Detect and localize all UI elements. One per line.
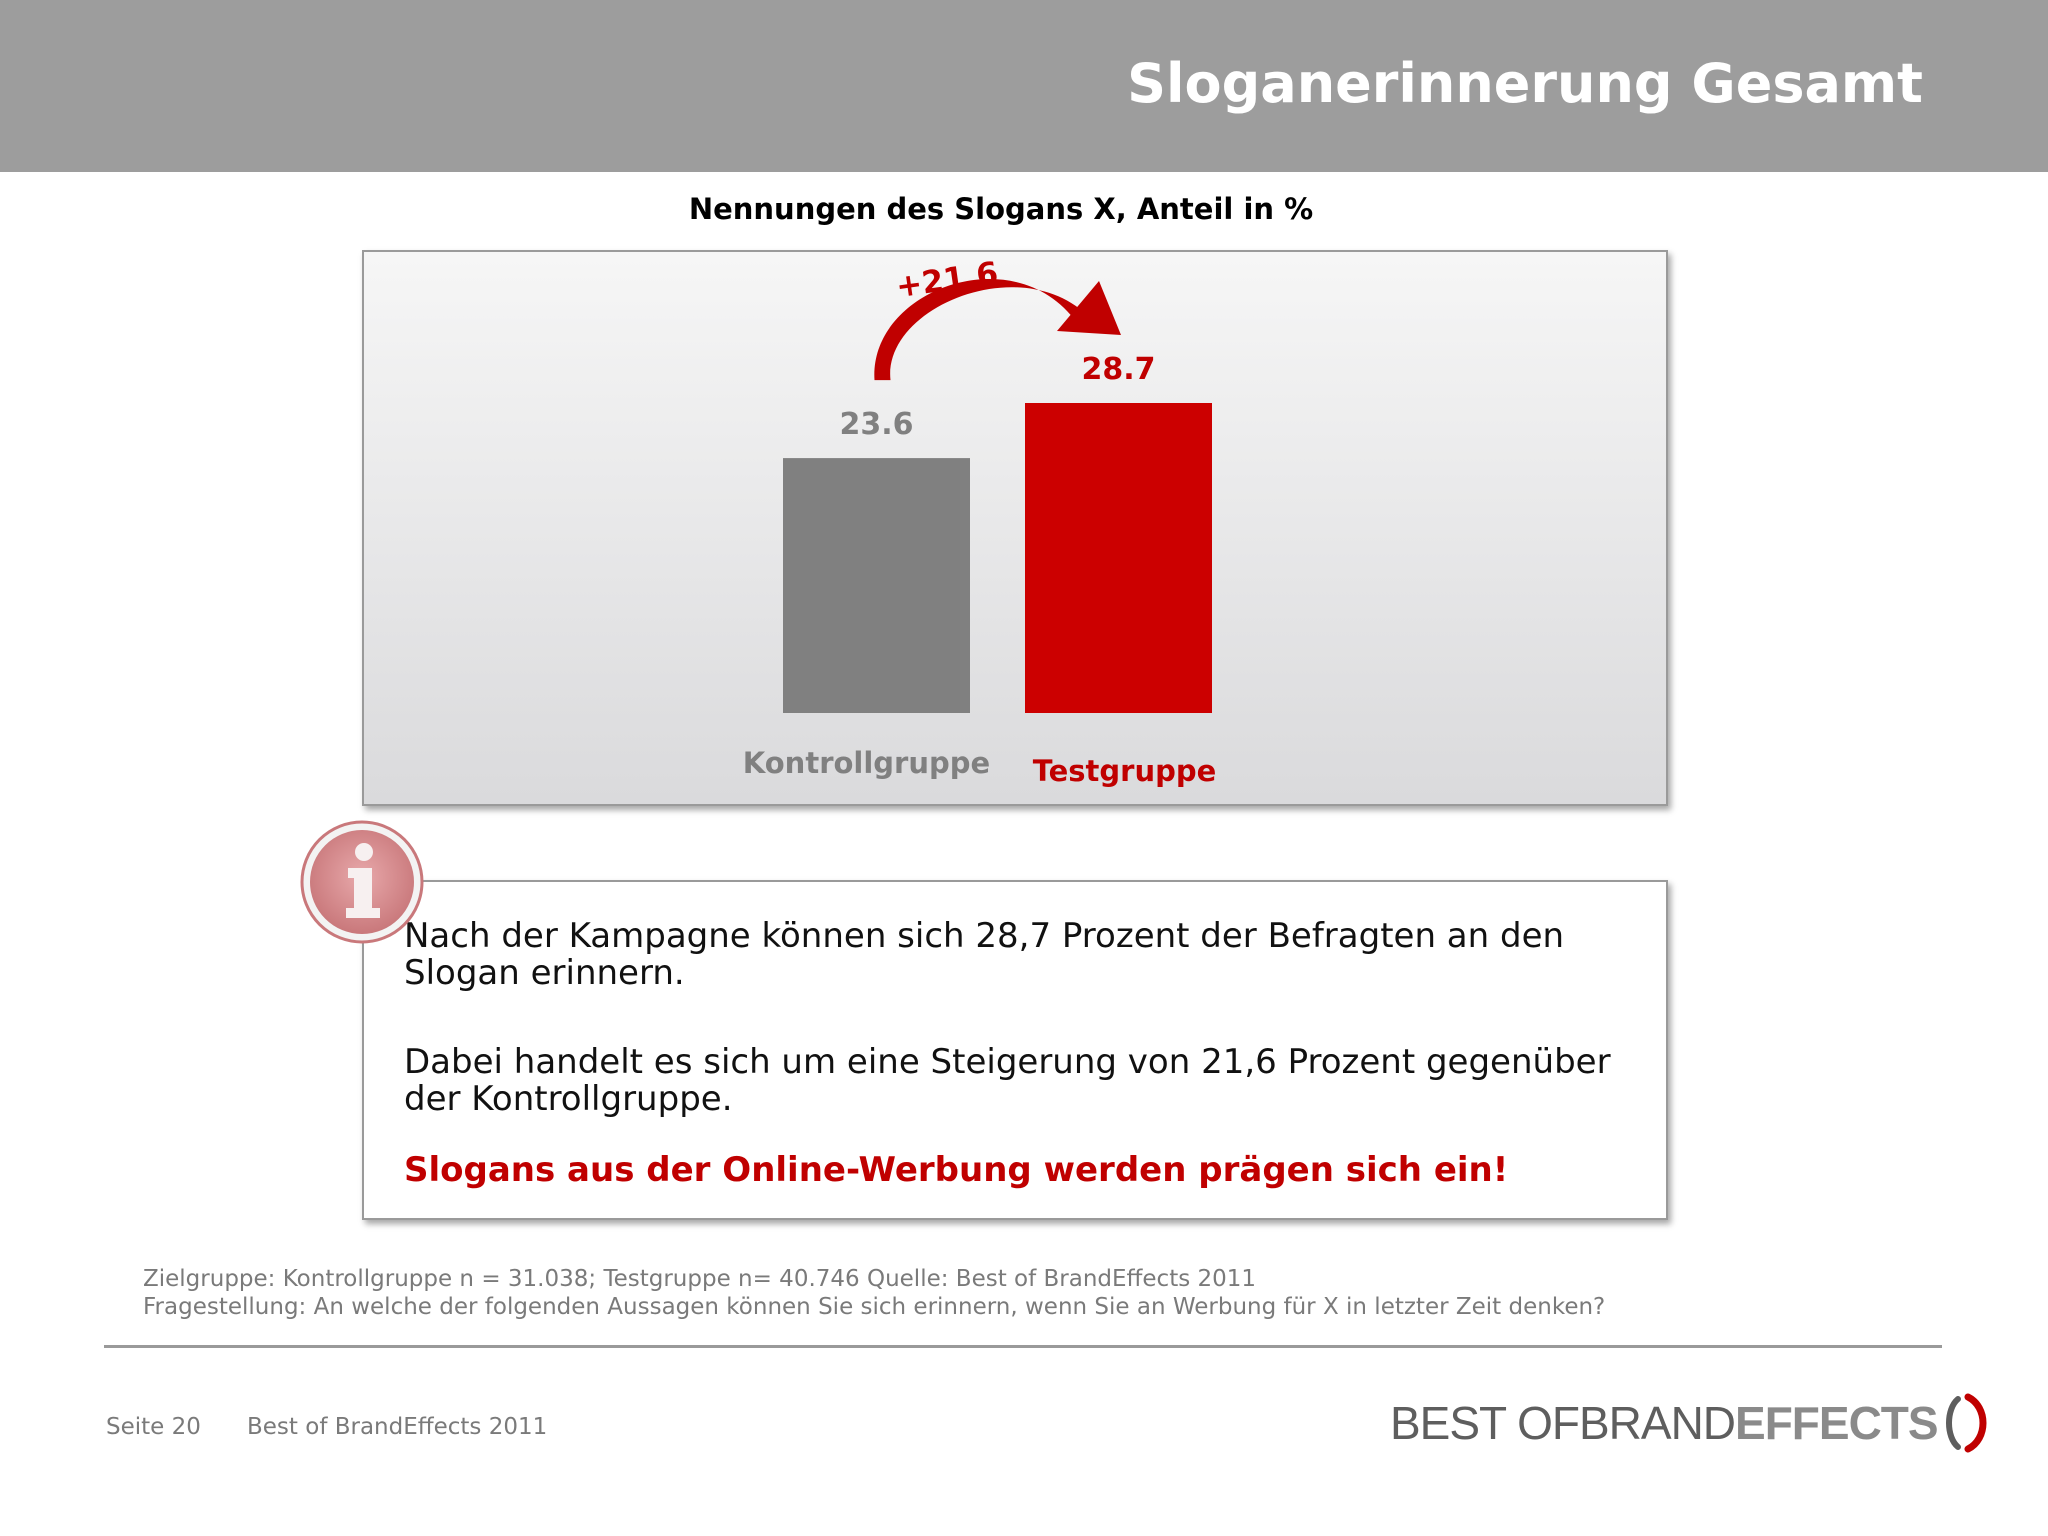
bar-testgruppe bbox=[1025, 403, 1212, 713]
change-arrow bbox=[874, 278, 1087, 381]
footnote: Zielgruppe: Kontrollgruppe n = 31.038; T… bbox=[143, 1265, 1605, 1321]
change-arrowhead bbox=[1057, 281, 1121, 335]
footnote-question: Fragestellung: An welche der folgenden A… bbox=[143, 1294, 1606, 1320]
bar-kontrollgruppe bbox=[783, 458, 970, 713]
logo-text-effects: EFFECTS bbox=[1735, 1397, 1939, 1449]
chart-panel: 23.6 Kontrollgruppe 28.7 Testgruppe +21,6 bbox=[362, 250, 1668, 806]
value-label-kontrollgruppe: 23.6 bbox=[839, 407, 913, 442]
category-label-kontrollgruppe: Kontrollgruppe bbox=[743, 746, 990, 780]
change-annotation: +21,6 bbox=[894, 255, 1000, 305]
info-conclusion: Slogans aus der Online-Werbung werden pr… bbox=[404, 1150, 1509, 1190]
footer-source: Best of BrandEffects 2011 bbox=[247, 1414, 548, 1440]
logo-text-brand: BRAND bbox=[1578, 1397, 1736, 1449]
header-bar: Sloganerinnerung Gesamt bbox=[0, 0, 2048, 172]
info-box: Nach der Kampagne können sich 28,7 Proze… bbox=[362, 880, 1668, 1220]
page-number: Seite 20 bbox=[106, 1414, 201, 1440]
brand-logo: BEST OF BRAND EFFECTS bbox=[1390, 1388, 1990, 1458]
chart-title: Nennungen des Slogans X, Anteil in % bbox=[688, 192, 1314, 226]
bar-chart: 23.6 Kontrollgruppe 28.7 Testgruppe +21,6 bbox=[743, 255, 1217, 788]
category-label-testgruppe: Testgruppe bbox=[1033, 754, 1217, 788]
value-label-testgruppe: 28.7 bbox=[1081, 352, 1155, 387]
info-paragraph-2: Dabei handelt es sich um eine Steigerung… bbox=[404, 1042, 1611, 1119]
logo-text-best-of: BEST OF bbox=[1390, 1397, 1580, 1449]
footnote-sample: Zielgruppe: Kontrollgruppe n = 31.038; T… bbox=[143, 1266, 1257, 1292]
page-title: Sloganerinnerung Gesamt bbox=[1127, 52, 1923, 115]
footer-divider bbox=[104, 1345, 1942, 1348]
info-paragraph-1: Nach der Kampagne können sich 28,7 Proze… bbox=[404, 916, 1565, 993]
logo-bracket-icon bbox=[1945, 1393, 1986, 1453]
info-icon bbox=[300, 820, 424, 944]
